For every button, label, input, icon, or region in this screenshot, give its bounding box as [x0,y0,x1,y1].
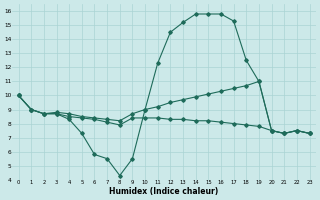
X-axis label: Humidex (Indice chaleur): Humidex (Indice chaleur) [109,187,219,196]
